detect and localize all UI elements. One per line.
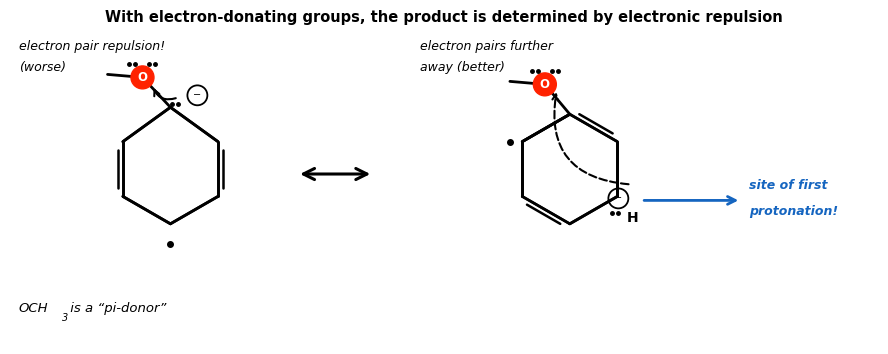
Text: electron pairs further: electron pairs further (420, 40, 553, 52)
Circle shape (534, 73, 556, 96)
Text: −: − (194, 90, 202, 100)
Text: protonation!: protonation! (749, 205, 838, 218)
Text: O: O (138, 71, 147, 84)
Text: (worse): (worse) (19, 62, 66, 74)
Text: With electron-donating groups, the product is determined by electronic repulsion: With electron-donating groups, the produ… (105, 10, 783, 25)
Text: 3: 3 (61, 313, 67, 324)
Text: site of first: site of first (749, 179, 828, 193)
Text: is a “pi-donor”: is a “pi-donor” (66, 302, 166, 315)
Text: OCH: OCH (19, 302, 48, 315)
Text: electron pair repulsion!: electron pair repulsion! (19, 40, 165, 52)
Text: O: O (540, 78, 550, 91)
Text: H: H (627, 211, 638, 225)
Text: −: − (614, 193, 622, 204)
Circle shape (131, 66, 154, 89)
Text: away (better): away (better) (420, 62, 505, 74)
